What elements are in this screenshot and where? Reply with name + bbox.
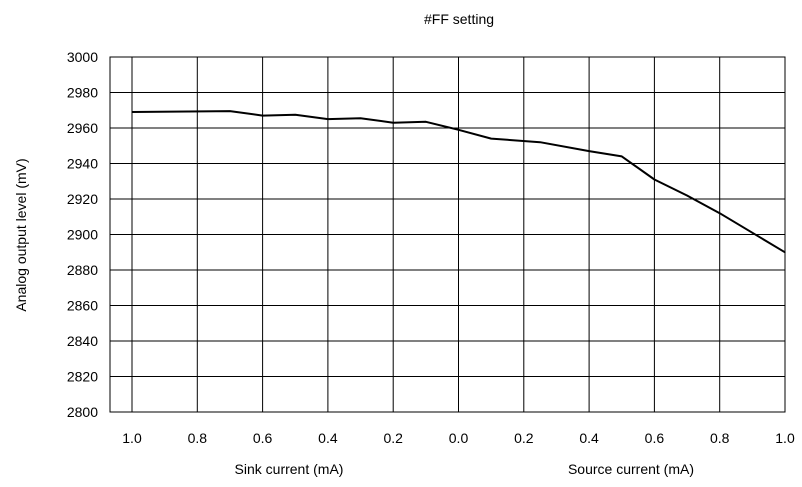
- y-tick-label: 3000: [67, 49, 98, 65]
- x-tick-label: 1.0: [775, 430, 795, 446]
- y-tick-label: 2960: [67, 120, 98, 136]
- data-point: [621, 155, 623, 157]
- x-tick-label: 0.2: [383, 430, 403, 446]
- y-tick-label: 2920: [67, 191, 98, 207]
- y-tick-label: 2860: [67, 298, 98, 314]
- x-tick-labels: 1.0 0.8 0.6 0.4 0.2 0.0 0.2 0.4 0.6 0.8 1.0: [122, 430, 795, 446]
- data-point: [686, 194, 688, 197]
- data-point: [359, 117, 362, 119]
- x-tick-label: 0.0: [449, 430, 469, 446]
- x-tick-label: 0.6: [645, 430, 665, 446]
- x-tick-label: 0.4: [318, 430, 338, 446]
- y-tick-label: 2820: [67, 369, 98, 385]
- y-tick-label: 2840: [67, 333, 98, 349]
- chart-title: #FF setting: [424, 11, 494, 27]
- data-point: [719, 212, 721, 214]
- data-point: [457, 129, 460, 131]
- y-tick-label: 2880: [67, 262, 98, 278]
- y-axis-label: Analog output level (mV): [13, 158, 29, 311]
- x-tick-label: 0.4: [579, 430, 599, 446]
- y-tick-label: 2940: [67, 156, 98, 172]
- data-point: [327, 118, 329, 120]
- x-tick-label: 0.6: [253, 430, 273, 446]
- data-point: [392, 122, 394, 124]
- x-tick-label: 0.8: [710, 430, 730, 446]
- y-tick-labels: 3000 2980 2960 2940 2920 2900 2880 2860 2840 2820…: [67, 49, 98, 420]
- x-axis-label-sink: Sink current (mA): [235, 461, 344, 477]
- data-point: [131, 111, 133, 113]
- data-point: [490, 138, 492, 140]
- y-tick-label: 2980: [67, 85, 98, 101]
- x-tick-label: 1.0: [122, 430, 142, 446]
- data-point: [294, 114, 296, 116]
- data-point: [425, 121, 427, 123]
- data-point: [588, 150, 590, 152]
- y-tick-label: 2800: [67, 404, 98, 420]
- plot-frame: [109, 56, 786, 413]
- x-tick-label: 0.8: [188, 430, 208, 446]
- data-point: [653, 178, 656, 181]
- x-tick-label: 0.2: [514, 430, 534, 446]
- y-tick-label: 2900: [67, 227, 98, 243]
- grid: [110, 56, 786, 413]
- data-point: [229, 110, 231, 112]
- x-axis-label-source: Source current (mA): [568, 461, 694, 477]
- data-point: [539, 141, 541, 143]
- data-point: [262, 114, 264, 117]
